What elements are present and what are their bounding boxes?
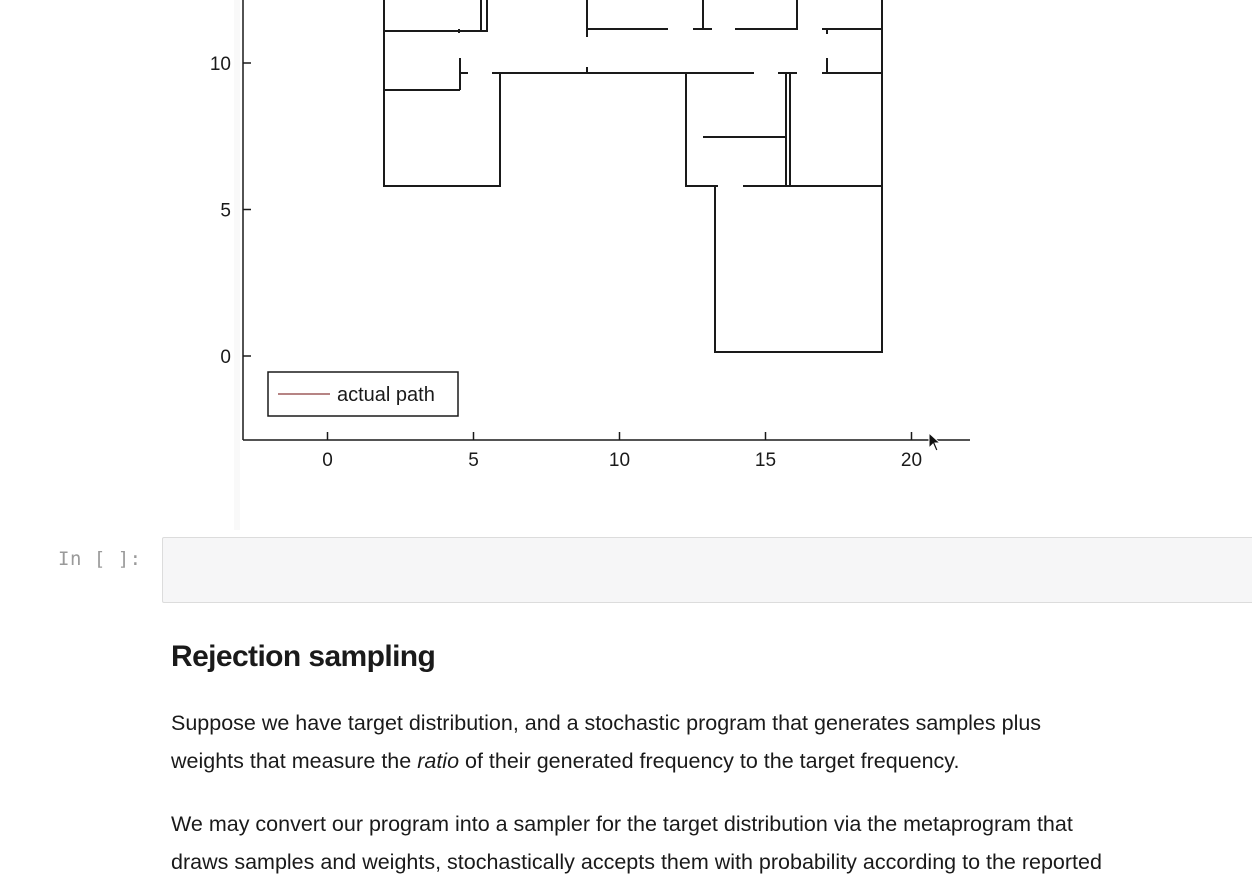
cell-prompt: In [ ]: bbox=[58, 548, 142, 570]
markdown-cell: Rejection sampling Suppose we have targe… bbox=[171, 640, 1252, 874]
map-walls bbox=[383, 0, 883, 353]
axes bbox=[242, 0, 970, 441]
paragraph-2-line-2: draws samples and weights, stochasticall… bbox=[171, 850, 1102, 874]
y-ticks: 0 5 10 bbox=[210, 54, 251, 368]
legend: actual path bbox=[267, 371, 459, 417]
wall-segment-21 bbox=[685, 73, 718, 187]
legend-label-actual-path: actual path bbox=[337, 384, 435, 406]
wall-segment-1 bbox=[383, 0, 488, 32]
mouse-cursor-icon bbox=[928, 432, 942, 452]
paragraph-2-line-1: We may convert our program into a sample… bbox=[171, 812, 1073, 836]
wall-segment-3 bbox=[383, 73, 501, 187]
output-area-gutter bbox=[234, 0, 240, 530]
x-ticks: 0 5 10 15 20 bbox=[322, 432, 922, 471]
map-plot: 0 5 10 15 20 0 5 10 actual path bbox=[210, 0, 970, 471]
wall-segment-2 bbox=[383, 31, 460, 91]
x-tick-label-10: 10 bbox=[609, 450, 630, 471]
x-tick-label-20: 20 bbox=[901, 450, 922, 471]
x-tick-label-15: 15 bbox=[755, 450, 776, 471]
wall-segment-14 bbox=[735, 0, 798, 30]
y-tick-label-10: 10 bbox=[210, 54, 231, 75]
y-tick-label-5: 5 bbox=[220, 201, 231, 222]
x-tick-label-0: 0 bbox=[322, 450, 333, 471]
wall-segment-26 bbox=[714, 73, 883, 353]
y-tick-label-0: 0 bbox=[220, 347, 231, 368]
code-cell-input[interactable] bbox=[162, 537, 1252, 603]
section-heading: Rejection sampling bbox=[171, 640, 436, 673]
x-tick-label-5: 5 bbox=[468, 450, 479, 471]
emphasis-ratio: ratio bbox=[417, 749, 460, 773]
paragraph-1-line-1: Suppose we have target distribution, and… bbox=[171, 711, 1042, 735]
paragraph-1-line-2: weights that measure the ratio of their … bbox=[171, 749, 960, 773]
